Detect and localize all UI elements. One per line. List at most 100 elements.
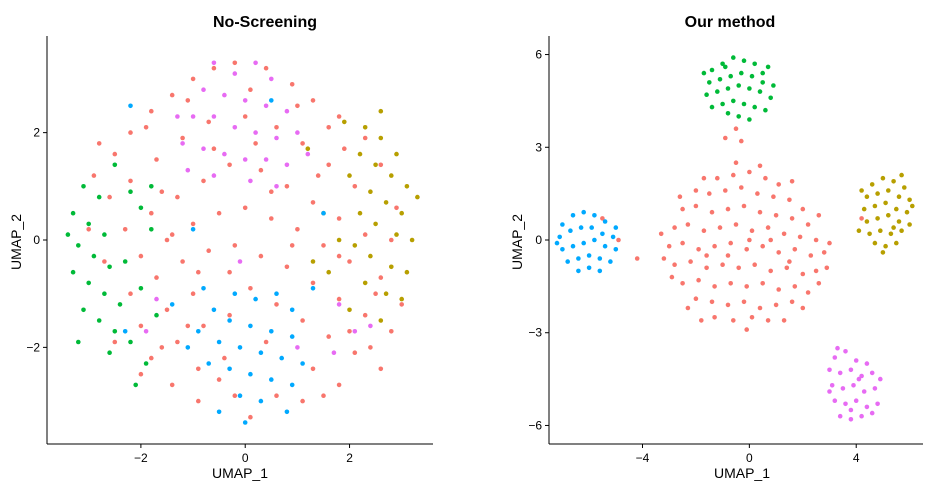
scatter-point-cluster-4 (284, 108, 290, 114)
scatter-point-cluster-0 (227, 312, 232, 318)
scatter-point-cluster-4 (859, 373, 864, 379)
y-tick-label: −2 (26, 340, 40, 354)
scatter-point-cluster-3 (185, 345, 191, 350)
scatter-point-cluster-4 (872, 386, 878, 391)
scatter-point-cluster-1 (383, 291, 389, 297)
scatter-point-cluster-0 (274, 393, 279, 399)
scatter-point-cluster-3 (310, 286, 316, 291)
scatter-point-cluster-1 (310, 259, 316, 264)
scatter-point-cluster-0 (757, 305, 763, 311)
scatter-point-cluster-3 (227, 318, 232, 323)
x-tick-label: −4 (636, 451, 650, 465)
scatter-point-cluster-0 (164, 237, 170, 243)
scatter-point-cluster-4 (253, 60, 258, 66)
scatter-point-cluster-4 (180, 141, 185, 146)
scatter-point-cluster-4 (305, 151, 311, 157)
scatter-point-cluster-0 (274, 125, 279, 130)
scatter-point-cluster-2 (70, 269, 76, 275)
scatter-point-cluster-1 (883, 200, 888, 206)
scatter-point-cluster-0 (284, 264, 290, 270)
scatter-point-cluster-3 (248, 323, 253, 329)
scatter-point-cluster-0 (196, 366, 201, 372)
scatter-point-cluster-1 (352, 243, 358, 248)
scatter-point-cluster-0 (736, 265, 741, 271)
scatter-point-cluster-0 (789, 179, 795, 184)
scatter-point-cluster-2 (763, 107, 768, 113)
scatter-point-cluster-2 (112, 329, 118, 334)
scatter-point-cluster-2 (725, 111, 731, 116)
scatter-point-cluster-4 (869, 410, 875, 416)
scatter-point-cluster-3 (122, 329, 128, 334)
scatter-point-cluster-3 (600, 231, 605, 237)
scatter-point-cluster-4 (190, 114, 196, 119)
scatter-point-cluster-2 (701, 70, 707, 76)
scatter-point-cluster-4 (263, 157, 269, 162)
scatter-point-cluster-1 (891, 179, 896, 184)
scatter-point-cluster-2 (723, 64, 728, 70)
scatter-points (65, 60, 420, 425)
scatter-point-cluster-0 (211, 146, 217, 151)
scatter-point-cluster-4 (843, 401, 848, 407)
scatter-point-cluster-0 (789, 299, 795, 305)
scatter-point-cluster-1 (907, 222, 912, 227)
scatter-point-cluster-3 (597, 268, 603, 274)
scatter-point-cluster-0 (128, 291, 133, 297)
scatter-point-cluster-4 (853, 358, 859, 363)
scatter-point-cluster-0 (190, 76, 196, 82)
scatter-point-cluster-3 (253, 296, 258, 302)
scatter-point-cluster-2 (747, 86, 752, 91)
scatter-point-cluster-0 (813, 237, 819, 243)
scatter-point-cluster-0 (677, 194, 683, 199)
scatter-point-cluster-2 (728, 73, 733, 79)
y-tick-label: 2 (33, 126, 40, 140)
scatter-point-cluster-2 (715, 89, 720, 94)
scatter-point-cluster-3 (613, 247, 619, 252)
scatter-point-cluster-2 (765, 64, 771, 70)
scatter-point-cluster-0 (284, 184, 290, 189)
scatter-point-cluster-0 (669, 274, 675, 280)
chart-title: No-Screening (213, 14, 317, 31)
scatter-point-cluster-2 (86, 221, 91, 227)
scatter-point-cluster-0 (362, 312, 368, 318)
scatter-point-cluster-2 (709, 104, 715, 110)
scatter-point-cluster-2 (102, 291, 107, 297)
scatter-point-cluster-0 (776, 287, 781, 292)
scatter-point-cluster-1 (872, 203, 878, 209)
scatter-point-cluster-3 (237, 345, 243, 350)
scatter-point-cluster-1 (880, 250, 886, 255)
x-tick-label: 4 (853, 451, 860, 465)
scatter-point-cluster-2 (757, 89, 763, 94)
scatter-point-cluster-4 (143, 329, 149, 334)
scatter-point-cluster-0 (827, 240, 832, 246)
scatter-point-cluster-0 (399, 302, 405, 307)
scatter-point-cluster-0 (175, 339, 180, 345)
scatter-point-cluster-0 (269, 216, 274, 221)
scatter-point-cluster-0 (720, 262, 725, 268)
scatter-point-cluster-0 (680, 240, 685, 246)
scatter-point-cluster-4 (352, 329, 358, 334)
scatter-point-cluster-0 (757, 163, 763, 169)
scatter-point-cluster-1 (907, 197, 912, 203)
scatter-point-cluster-0 (709, 209, 715, 215)
scatter-point-cluster-2 (76, 243, 81, 248)
scatter-point-cluster-0 (326, 334, 332, 339)
scatter-point-cluster-0 (760, 243, 765, 249)
scatter-point-cluster-0 (227, 269, 232, 275)
scatter-point-cluster-0 (752, 262, 757, 268)
x-axis-label: UMAP_1 (714, 465, 770, 481)
scatter-point-cluster-0 (180, 259, 185, 264)
scatter-point-cluster-0 (352, 350, 358, 356)
scatter-point-cluster-0 (739, 185, 744, 190)
scatter-point-cluster-0 (757, 209, 763, 215)
scatter-point-cluster-0 (253, 141, 258, 146)
scatter-point-cluster-2 (133, 382, 138, 388)
scatter-point-cluster-2 (138, 205, 144, 211)
scatter-point-cluster-0 (808, 253, 814, 258)
scatter-point-cluster-0 (112, 339, 118, 345)
scatter-point-cluster-1 (305, 146, 311, 151)
scatter-point-cluster-0 (248, 414, 253, 420)
y-tick-label: −3 (528, 326, 542, 340)
scatter-point-cluster-0 (185, 323, 191, 329)
scatter-point-cluster-4 (336, 302, 342, 307)
scatter-point-cluster-0 (755, 191, 760, 196)
